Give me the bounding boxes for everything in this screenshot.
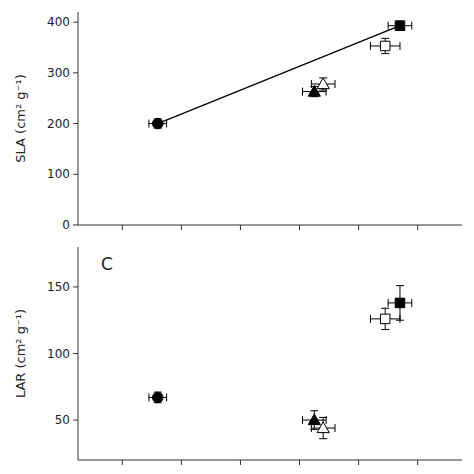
x-tick <box>240 460 241 465</box>
x-error-bar <box>370 315 400 323</box>
x-axis <box>78 225 462 226</box>
error-cap <box>370 42 371 50</box>
y-tick-label: 100 <box>47 167 70 181</box>
error-cap <box>396 285 404 286</box>
point <box>380 41 390 51</box>
y-error-bar <box>396 286 404 321</box>
panel-label: C <box>101 254 113 274</box>
point <box>380 314 390 324</box>
point <box>152 392 163 403</box>
error-cap <box>388 22 389 30</box>
error-cap <box>381 329 389 330</box>
error-cap <box>148 393 149 401</box>
error-cap <box>334 424 335 432</box>
x-tick <box>181 460 182 465</box>
error-cap <box>319 417 327 418</box>
y-tick <box>73 174 78 175</box>
error-cap <box>381 38 389 39</box>
point <box>395 21 405 31</box>
panel: 0 100 200 300 400 SLA (cm² g⁻¹) <box>13 12 463 232</box>
error-cap <box>388 299 389 307</box>
y-error-bar <box>396 21 404 30</box>
error-cap <box>370 315 371 323</box>
y-tick <box>73 420 78 421</box>
x-tick <box>417 225 418 230</box>
point <box>152 118 163 129</box>
error-cap <box>302 416 303 424</box>
x-error-bar <box>388 22 412 30</box>
error-cap <box>319 438 327 439</box>
y-error-bar <box>381 308 389 329</box>
y-axis <box>78 12 79 225</box>
y-axis-label: SLA (cm² g⁻¹) <box>13 74 28 162</box>
error-cap <box>310 410 318 411</box>
y-tick-label: 50 <box>55 413 70 427</box>
point <box>317 78 329 89</box>
error-cap <box>381 53 389 54</box>
y-tick <box>73 225 78 226</box>
y-tick <box>73 353 78 354</box>
y-tick <box>73 123 78 124</box>
error-cap <box>334 80 335 88</box>
x-tick <box>417 460 418 465</box>
x-error-bar <box>370 42 400 50</box>
point <box>395 298 405 308</box>
error-cap <box>166 120 167 128</box>
x-tick <box>299 460 300 465</box>
error-cap <box>411 22 412 30</box>
y-tick-label: 100 <box>47 347 70 361</box>
x-axis <box>78 460 462 461</box>
error-cap <box>166 393 167 401</box>
x-tick <box>358 225 359 230</box>
plot-area <box>149 286 412 439</box>
x-tick <box>240 225 241 230</box>
error-cap <box>311 80 312 88</box>
figure: 0 100 200 300 400 SLA (cm² g⁻¹) 50 100 150 LAR (c… <box>0 0 474 474</box>
x-tick <box>122 225 123 230</box>
x-tick <box>358 460 359 465</box>
y-tick-label: 200 <box>47 117 70 131</box>
y-tick <box>73 22 78 23</box>
y-tick-label: 400 <box>47 15 70 29</box>
background <box>0 0 474 474</box>
regression-line <box>158 26 400 124</box>
y-tick <box>73 286 78 287</box>
panel: 50 100 150 LAR (cm² g⁻¹) <box>13 247 463 465</box>
error-cap <box>399 42 400 50</box>
x-tick <box>181 225 182 230</box>
point <box>308 414 320 425</box>
error-cap <box>381 308 389 309</box>
error-cap <box>311 424 312 432</box>
x-tick <box>299 225 300 230</box>
y-error-bar <box>381 38 389 53</box>
plot-area <box>149 21 412 129</box>
y-tick-label: 150 <box>47 280 70 294</box>
x-tick <box>122 460 123 465</box>
y-tick <box>73 72 78 73</box>
x-error-bar <box>388 299 412 307</box>
error-cap <box>411 299 412 307</box>
error-cap <box>148 120 149 128</box>
error-cap <box>302 88 303 96</box>
y-tick-label: 300 <box>47 66 70 80</box>
error-cap <box>319 90 327 91</box>
point <box>317 422 329 433</box>
y-tick-label: 0 <box>62 218 70 232</box>
y-axis-label: LAR (cm² g⁻¹) <box>13 309 28 398</box>
error-cap <box>396 320 404 321</box>
